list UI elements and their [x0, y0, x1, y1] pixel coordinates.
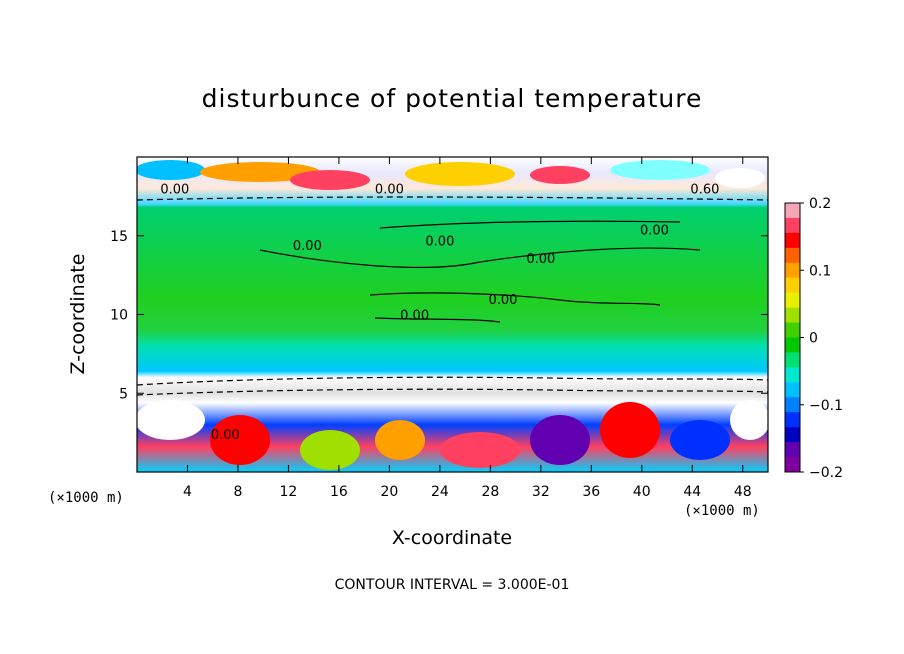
colorbar-swatch — [785, 232, 800, 249]
colorbar-swatch — [785, 262, 800, 279]
colorbar-swatch — [785, 337, 800, 353]
contour-interval-note: CONTOUR INTERVAL = 3.000E-01 — [334, 577, 570, 593]
colorbar-swatch — [785, 427, 800, 443]
x-tick-label: 4 — [183, 484, 192, 500]
contour-label: 0.00 — [375, 183, 404, 198]
x-tick-label: 8 — [233, 484, 242, 500]
contour-label: 0.00 — [425, 234, 454, 249]
colorbar-swatch — [785, 412, 800, 428]
field-blob — [440, 432, 520, 468]
x-tick-label: 28 — [481, 484, 499, 500]
contour-line — [259, 247, 701, 268]
field-blob — [610, 160, 710, 180]
colorbar-swatch — [785, 367, 800, 383]
field-blob — [530, 415, 590, 465]
y-tick-label: 10 — [110, 308, 128, 324]
x-tick-label: 36 — [582, 484, 600, 500]
contour-label: 0.00 — [293, 239, 322, 254]
field-blob — [375, 420, 425, 460]
x-tick-label: 24 — [431, 484, 449, 500]
field-blob — [670, 420, 730, 460]
colorbar-swatch — [785, 352, 800, 368]
y-tick-label: 5 — [119, 386, 128, 402]
colorbar-swatch — [785, 382, 800, 398]
x-tick-label: 40 — [633, 484, 651, 500]
colorbar-swatch — [785, 277, 800, 294]
colorbar-tick-label: 0.1 — [809, 263, 831, 279]
chart-title: disturbunce of potential temperature — [201, 84, 703, 113]
x-tick-label: 12 — [280, 484, 298, 500]
colorbar-swatch — [785, 442, 800, 458]
colorbar-swatch — [785, 397, 800, 413]
colorbar-swatch — [785, 217, 800, 234]
contour-label: 0.60 — [690, 183, 719, 198]
field-blob — [405, 162, 515, 186]
colorbar-ticks: 0.2 0.1 0 −0.1 −0.2 — [800, 196, 843, 481]
field-blob — [137, 400, 205, 440]
colorbar-swatch — [785, 457, 800, 473]
field-blob — [290, 170, 370, 190]
x-tick-label: 44 — [683, 484, 701, 500]
x-axis-label: X-coordinate — [391, 527, 513, 549]
contour-label: 0.00 — [526, 252, 555, 267]
field-blob — [600, 402, 660, 458]
field-layer — [137, 157, 768, 472]
contour-line — [137, 196, 768, 201]
colorbar-swatch — [785, 203, 800, 219]
x-tick-label: 16 — [330, 484, 348, 500]
field-blob — [137, 160, 205, 180]
colorbar-tick-label: −0.2 — [809, 465, 843, 481]
y-axis-ticks: 5 10 15 — [110, 229, 768, 402]
contour-line — [369, 292, 661, 306]
contour-line — [137, 388, 768, 396]
contour-label: 0.00 — [400, 309, 429, 324]
colorbar-swatch — [785, 322, 800, 338]
field-blob — [715, 168, 765, 188]
contour-label: 0.00 — [640, 223, 669, 238]
colorbar-swatch — [785, 307, 800, 324]
x-unit-label-right: (×1000 m) — [684, 503, 760, 519]
colorbar-swatch — [785, 247, 800, 264]
field-blob — [300, 430, 360, 470]
contour-label: 0.00 — [160, 183, 189, 198]
contour-label: 0.00 — [489, 293, 518, 308]
x-tick-label: 20 — [380, 484, 398, 500]
colorbar-tick-label: −0.1 — [809, 398, 843, 414]
x-unit-label-left: (×1000 m) — [48, 490, 124, 506]
colorbar-tick-label: 0 — [809, 331, 818, 347]
contour-line — [379, 220, 681, 229]
x-tick-label: 48 — [734, 484, 752, 500]
field-blob — [210, 415, 270, 465]
x-tick-label: 32 — [532, 484, 550, 500]
contour-label-layer: 0.00 0.00 0.60 0.00 0.00 0.00 0.00 0.00 0.00 0.00 — [160, 183, 719, 444]
colorbar-swatch — [785, 292, 800, 309]
contour-line — [374, 317, 501, 323]
field-blob — [730, 400, 768, 440]
contour-label: 0.00 — [211, 428, 240, 443]
field-blob — [530, 166, 590, 184]
colorbar-tick-label: 0.2 — [809, 196, 831, 212]
y-tick-label: 15 — [110, 229, 128, 245]
contour-line — [137, 376, 768, 386]
field-blob — [200, 162, 320, 182]
x-axis-ticks: 4 8 12 16 20 24 28 32 36 40 44 48 — [183, 157, 752, 500]
colorbar — [784, 202, 801, 473]
